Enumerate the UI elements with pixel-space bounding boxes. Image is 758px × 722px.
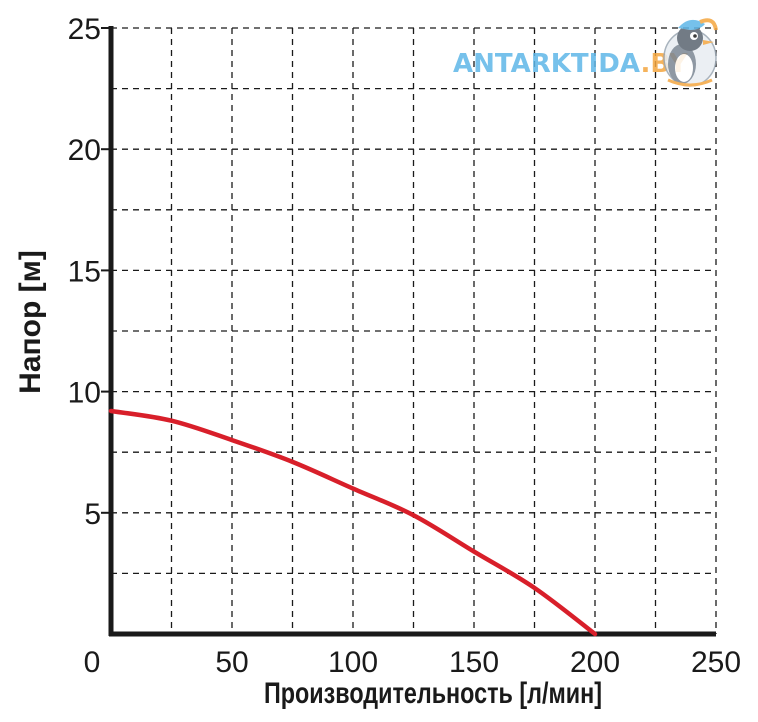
axes <box>101 26 716 637</box>
x-tick-labels: 0 50 100 150 200 250 <box>84 646 741 679</box>
y-tick-label: 25 <box>68 13 101 46</box>
y-tick-labels: 5 10 15 20 25 <box>68 13 101 531</box>
y-tick-label: 20 <box>68 134 101 167</box>
y-axis-title: Напор [м] <box>14 250 47 394</box>
x-axis-title: Производительность [л/мин] <box>264 677 602 710</box>
x-tick-label: 50 <box>215 646 248 679</box>
y-tick-label: 10 <box>68 377 101 410</box>
series-line <box>108 408 598 637</box>
y-tick-label: 15 <box>68 255 101 288</box>
watermark-text: ANTARKTIDA.BY <box>453 49 689 79</box>
series <box>108 408 598 637</box>
penguin-logo <box>663 18 718 87</box>
x-tick-label: 250 <box>691 646 741 679</box>
y-tick-label: 5 <box>84 498 101 531</box>
watermark: ANTARKTIDA.BY <box>453 18 718 87</box>
watermark-main: ANTARKTIDA <box>453 49 640 79</box>
x-tick-label: 0 <box>84 646 101 679</box>
x-tick-label: 100 <box>328 646 378 679</box>
grid <box>111 27 717 634</box>
x-tick-label: 150 <box>449 646 499 679</box>
x-tick-label: 200 <box>570 646 620 679</box>
